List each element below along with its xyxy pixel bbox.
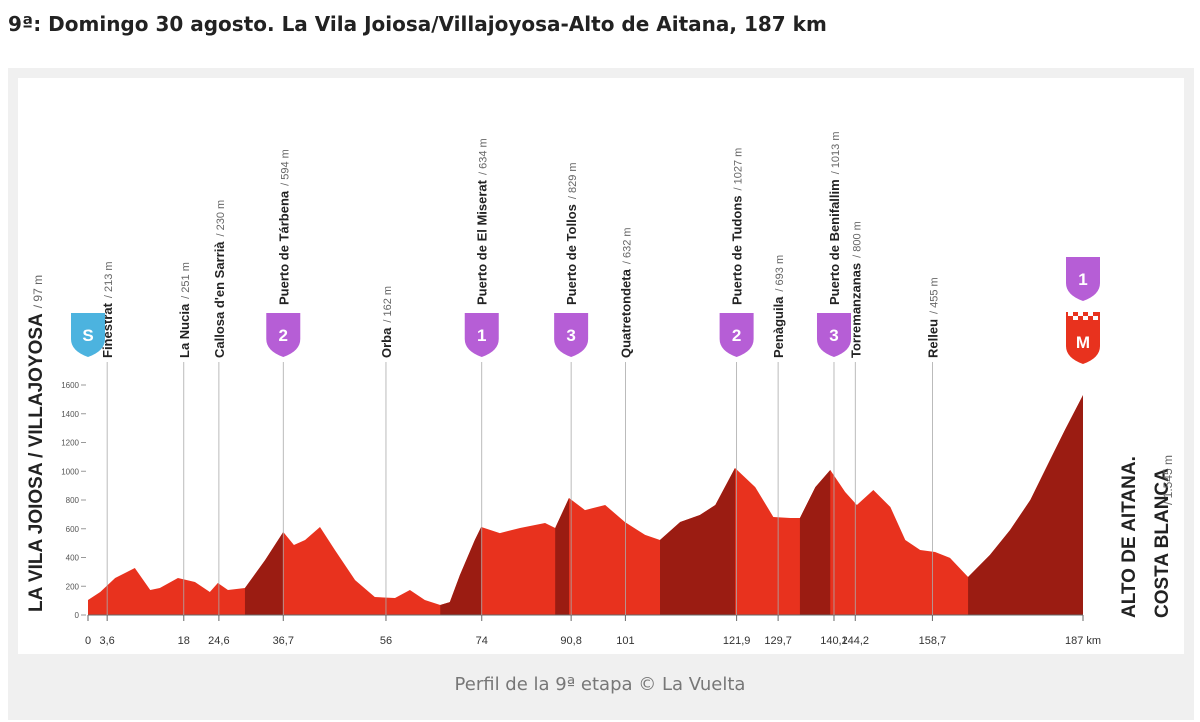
finish-elevation: / 1.545 m bbox=[1161, 455, 1175, 505]
start-label: LA VILA JOIOSA / VILLAJOYOSA / 97 m bbox=[26, 275, 47, 612]
annotation-name: Relleu bbox=[925, 319, 940, 358]
category-badge bbox=[719, 313, 754, 357]
annotation: Callosa d'en Sarrià / 230 m bbox=[212, 200, 227, 358]
start-name: LA VILA JOIOSA / VILLAJOYOSA bbox=[26, 313, 47, 612]
y-tick-label: 1400 bbox=[61, 410, 79, 419]
checker bbox=[1078, 312, 1083, 316]
x-tick-label: 74 bbox=[476, 635, 488, 647]
annotation-elevation: / 632 m bbox=[621, 227, 633, 264]
x-tick-label: 24,6 bbox=[208, 635, 229, 647]
annotation-name: Orba bbox=[379, 327, 394, 358]
annotation: Puerto de El Miserat / 634 m bbox=[475, 138, 490, 305]
category-badge bbox=[1066, 257, 1100, 301]
start-elevation: / 97 m bbox=[31, 275, 45, 308]
y-tick-label: 0 bbox=[75, 611, 80, 620]
annotation-elevation: / 1013 m bbox=[830, 131, 842, 174]
category-badge-label: 3 bbox=[566, 326, 575, 345]
annotation-name: Puerto de Benifallim bbox=[827, 179, 842, 305]
annotation-elevation: / 634 m bbox=[478, 138, 490, 175]
annotation-elevation: / 251 m bbox=[180, 262, 192, 299]
annotation-name: Puerto de Tudons bbox=[730, 195, 745, 305]
annotation: La Nucia / 251 m bbox=[177, 262, 192, 358]
start-badge bbox=[71, 313, 105, 357]
x-tick-label: 90,8 bbox=[560, 635, 581, 647]
annotation-elevation: / 455 m bbox=[928, 277, 940, 314]
annotation-name: Quatretondeta bbox=[618, 268, 633, 358]
annotation-name: Penàguila bbox=[771, 296, 786, 358]
x-tick-label: 158,7 bbox=[919, 635, 947, 647]
annotation-elevation: / 800 m bbox=[851, 221, 863, 258]
annotation-name: Callosa d'en Sarrià bbox=[212, 241, 227, 358]
category-badge-label: 1 bbox=[1078, 270, 1087, 289]
annotation-name: Puerto de El Miserat bbox=[475, 179, 490, 305]
category-badge-label: 3 bbox=[829, 326, 838, 345]
checker bbox=[1068, 312, 1073, 316]
x-tick-label: 129,7 bbox=[764, 635, 792, 647]
category-badge bbox=[464, 313, 499, 357]
chart: 0 200 400 600 800 1000 1200 1400 1600 0 3,6 18 24,6 3… bbox=[18, 78, 1184, 654]
annotation-elevation: / 693 m bbox=[774, 255, 786, 292]
annotation: Puerto de Tudons / 1027 m bbox=[730, 148, 745, 305]
y-tick-label: 800 bbox=[66, 496, 80, 505]
x-tick-label: 121,9 bbox=[723, 635, 751, 647]
annotation-name: Puerto de Tárbena bbox=[276, 190, 291, 305]
heading: 9ª: Domingo 30 agosto. La Vila Joiosa/Vi… bbox=[8, 12, 827, 36]
x-tick-label: 0 bbox=[85, 635, 91, 647]
annotation-name: Puerto de Tollos bbox=[564, 204, 579, 305]
x-tick-label: 144,2 bbox=[842, 635, 870, 647]
caption: Perfil de la 9ª etapa © La Vuelta bbox=[454, 674, 746, 695]
category-badge-label: 2 bbox=[732, 326, 741, 345]
y-tick-label: 400 bbox=[66, 554, 80, 563]
y-tick-label: 200 bbox=[66, 582, 80, 591]
annotation: Penàguila / 693 m bbox=[771, 255, 786, 358]
x-tick-label: 3,6 bbox=[100, 635, 115, 647]
annotation-name: La Nucia bbox=[177, 303, 192, 358]
annotation: Orba / 162 m bbox=[379, 286, 394, 358]
checker bbox=[1093, 316, 1098, 320]
checker bbox=[1088, 312, 1093, 316]
annotation-elevation: / 230 m bbox=[215, 200, 227, 237]
annotation-elevation: / 213 m bbox=[103, 261, 115, 298]
annotation: Puerto de Benifallim / 1013 m bbox=[827, 131, 842, 305]
finish-badge bbox=[1066, 312, 1100, 364]
checker bbox=[1083, 316, 1088, 320]
annotation-elevation: / 1027 m bbox=[733, 148, 745, 191]
finish-badge-label: M bbox=[1076, 333, 1090, 352]
x-tick-label: 56 bbox=[380, 635, 392, 647]
y-tick-label: 1600 bbox=[61, 381, 79, 390]
category-badge-label: 2 bbox=[279, 326, 288, 345]
x-tick-label: 101 bbox=[616, 635, 634, 647]
checker bbox=[1073, 316, 1078, 320]
annotation-elevation: / 162 m bbox=[382, 286, 394, 323]
category-badge bbox=[266, 313, 301, 357]
annotation-elevation: / 594 m bbox=[279, 149, 291, 186]
category-badge-label: 1 bbox=[477, 326, 486, 345]
annotation: Puerto de Tollos / 829 m bbox=[564, 162, 579, 305]
y-tick-label: 1000 bbox=[61, 467, 79, 476]
finish-name: ALTO DE AITANA. bbox=[1119, 456, 1140, 618]
annotation-name: Torremanzanas bbox=[848, 263, 863, 358]
annotation-elevation: / 829 m bbox=[567, 162, 579, 199]
x-tick-label: 36,7 bbox=[273, 635, 294, 647]
y-tick-label: 1200 bbox=[61, 439, 79, 448]
annotation: Quatretondeta / 632 m bbox=[618, 227, 633, 358]
annotation: Relleu / 455 m bbox=[925, 277, 940, 358]
category-badge bbox=[554, 313, 589, 357]
category-badge bbox=[816, 313, 851, 357]
x-tick-label: 140,2 bbox=[820, 635, 848, 647]
x-tick-label: 18 bbox=[178, 635, 190, 647]
finish-name: COSTA BLANCA bbox=[1152, 468, 1173, 618]
start-badge-label: S bbox=[82, 326, 93, 345]
annotation: Torremanzanas / 800 m bbox=[848, 221, 863, 358]
annotation: Puerto de Tárbena / 594 m bbox=[276, 149, 291, 305]
y-tick-label: 600 bbox=[66, 525, 80, 534]
x-tick-label: 187 km bbox=[1065, 635, 1101, 647]
